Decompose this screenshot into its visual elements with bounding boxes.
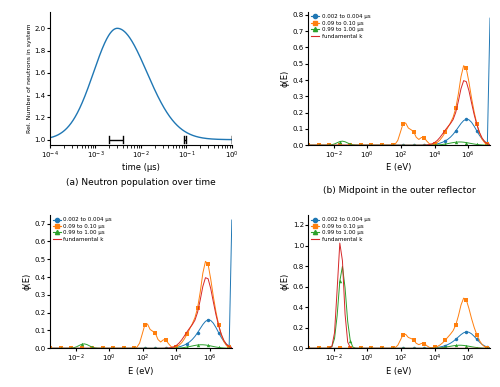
Title: (b) Midpoint in the outer reflector: (b) Midpoint in the outer reflector (323, 186, 476, 195)
X-axis label: E (eV): E (eV) (386, 366, 412, 375)
X-axis label: E (eV): E (eV) (386, 163, 412, 173)
Y-axis label: ϕ(E): ϕ(E) (281, 273, 290, 290)
Legend: 0.002 to 0.004 μs, 0.09 to 0.10 μs, 0.99 to 1.00 μs, fundamental k: 0.002 to 0.004 μs, 0.09 to 0.10 μs, 0.99… (310, 13, 372, 39)
Y-axis label: ϕ(E): ϕ(E) (23, 273, 32, 290)
Legend: 0.002 to 0.004 μs, 0.09 to 0.10 μs, 0.99 to 1.00 μs, fundamental k: 0.002 to 0.004 μs, 0.09 to 0.10 μs, 0.99… (310, 216, 372, 243)
Y-axis label: ϕ(E): ϕ(E) (281, 70, 290, 87)
Title: (a) Neutron population over time: (a) Neutron population over time (66, 178, 216, 187)
Y-axis label: Rel. Number of neutrons in system: Rel. Number of neutrons in system (27, 24, 32, 133)
Legend: 0.002 to 0.004 μs, 0.09 to 0.10 μs, 0.99 to 1.00 μs, fundamental k: 0.002 to 0.004 μs, 0.09 to 0.10 μs, 0.99… (52, 216, 113, 243)
X-axis label: time (μs): time (μs) (122, 163, 160, 173)
X-axis label: E (eV): E (eV) (128, 366, 154, 375)
